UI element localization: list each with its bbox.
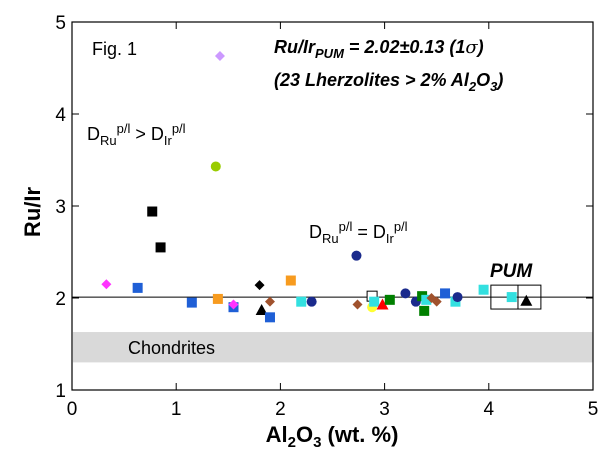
data-point-square bbox=[440, 288, 451, 299]
data-point-square bbox=[478, 284, 489, 295]
data-point-square bbox=[285, 275, 296, 286]
pum-ratio-annotation: Ru/IrPUM = 2.02±0.13 (1σ) bbox=[274, 37, 484, 61]
data-point-square bbox=[369, 296, 380, 307]
y-axis-ticks: 1 2 3 4 5 bbox=[55, 13, 593, 402]
data-point-triangle bbox=[520, 294, 533, 306]
data-point-diamond bbox=[352, 299, 363, 310]
y-axis-title: Ru/Ir bbox=[20, 187, 45, 238]
data-point-diamond bbox=[214, 51, 225, 62]
pum-label: PUM bbox=[490, 261, 533, 282]
y-tick-label: 2 bbox=[55, 289, 66, 310]
x-axis-ticks: 0 1 2 3 4 5 bbox=[67, 22, 599, 420]
data-point-square bbox=[506, 292, 517, 303]
data-point-circle bbox=[452, 292, 463, 303]
data-point-circle bbox=[306, 296, 317, 307]
data-point-diamond bbox=[431, 296, 442, 307]
data-point-circle bbox=[400, 288, 411, 299]
x-tick-label: 0 bbox=[67, 399, 78, 420]
lherzolites-annotation: (23 Lherzolites > 2% Al2O3) bbox=[274, 70, 503, 94]
x-axis-title: Al2O3 (wt. %) bbox=[266, 422, 399, 451]
y-tick-label: 4 bbox=[55, 105, 66, 126]
chondrites-label: Chondrites bbox=[128, 338, 215, 358]
d-greater-annotation: DRup/l > DIrp/l bbox=[87, 121, 186, 148]
y-tick-label: 1 bbox=[55, 381, 66, 402]
data-point-diamond bbox=[228, 299, 239, 310]
data-point-square bbox=[384, 294, 395, 305]
y-tick-label: 5 bbox=[55, 13, 66, 34]
y-tick-label: 3 bbox=[55, 197, 66, 218]
data-point-diamond bbox=[254, 280, 265, 291]
x-tick-label: 5 bbox=[588, 399, 599, 420]
data-point-square bbox=[132, 282, 143, 293]
data-point-square bbox=[212, 293, 223, 304]
data-point-diamond bbox=[101, 279, 112, 290]
d-equal-annotation: DRup/l = DIrp/l bbox=[309, 219, 408, 246]
data-point-square bbox=[421, 294, 432, 305]
x-tick-label: 2 bbox=[275, 399, 286, 420]
data-point-diamond bbox=[264, 296, 275, 307]
data-point-triangle bbox=[376, 298, 389, 310]
x-tick-label: 4 bbox=[484, 399, 495, 420]
data-point-square bbox=[296, 296, 307, 307]
pum-box bbox=[490, 284, 542, 310]
data-point-square bbox=[264, 312, 275, 323]
data-point-square bbox=[155, 242, 166, 253]
data-point-square bbox=[186, 297, 197, 308]
x-tick-label: 1 bbox=[171, 399, 182, 420]
data-point-square bbox=[450, 296, 461, 307]
data-point-triangle bbox=[255, 303, 268, 315]
data-point-square bbox=[419, 305, 430, 316]
data-point-square bbox=[147, 206, 158, 217]
data-points bbox=[101, 51, 533, 323]
data-point-circle bbox=[351, 250, 362, 261]
chondrites-band bbox=[73, 332, 593, 363]
figure-label: Fig. 1 bbox=[92, 39, 137, 59]
data-point-circle bbox=[210, 161, 221, 172]
x-tick-label: 3 bbox=[379, 399, 390, 420]
